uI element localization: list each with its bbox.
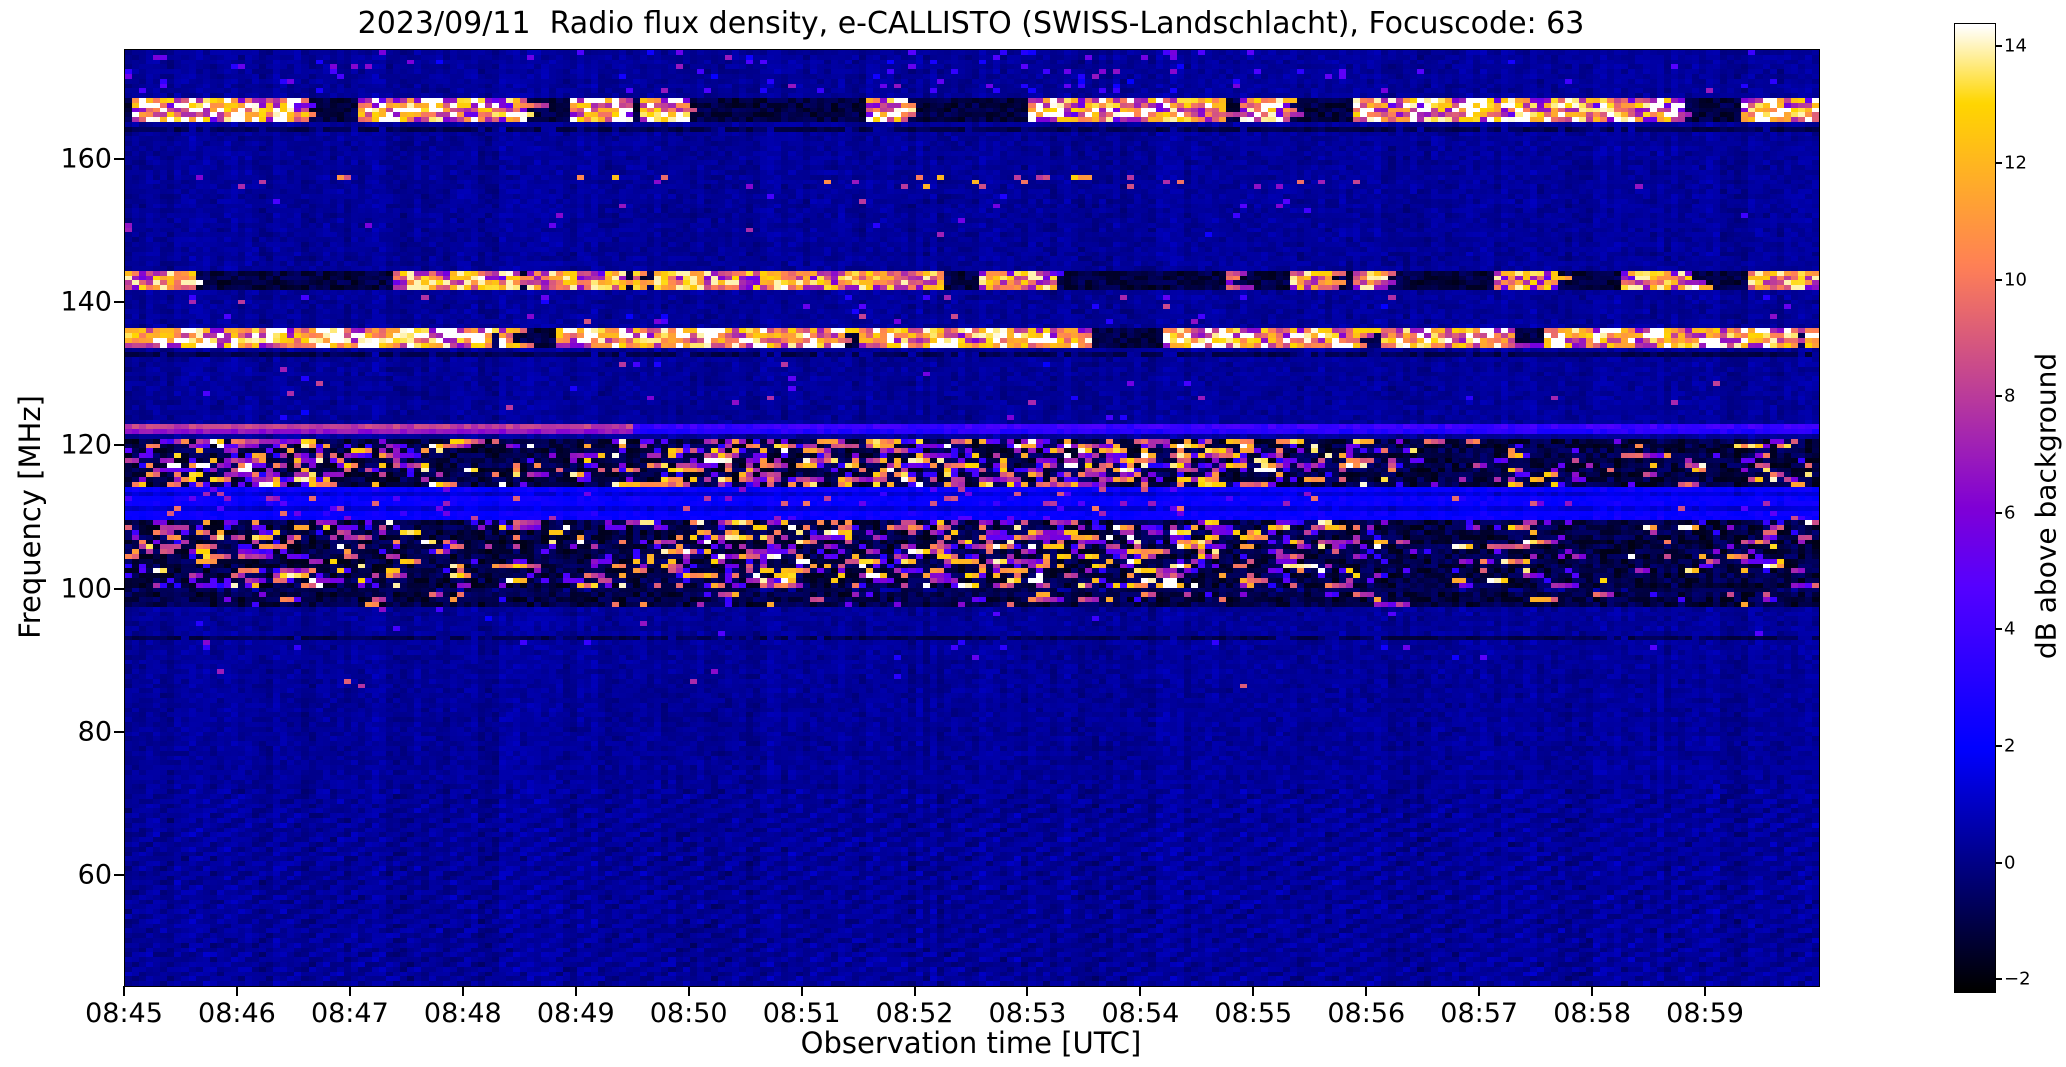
x-tick-label: 08:59: [1666, 998, 1744, 1029]
colorbar-tick-mark: [1995, 161, 2002, 164]
colorbar-canvas: [1955, 24, 1995, 992]
colorbar-tick-mark: [1995, 978, 2002, 981]
x-tick-label: 08:50: [649, 998, 728, 1029]
x-tick-mark: [1478, 986, 1481, 996]
x-tick-label: 08:51: [762, 998, 841, 1029]
y-tick-label: 80: [77, 716, 112, 748]
y-tick-label: 120: [60, 429, 112, 461]
x-tick-label: 08:46: [198, 998, 276, 1029]
x-tick-label: 08:49: [536, 998, 615, 1029]
chart-title: 2023/09/11 Radio flux density, e-CALLIST…: [357, 6, 1585, 41]
spectrogram-canvas: [125, 50, 1819, 986]
y-tick-mark: [114, 587, 124, 590]
y-tick-label: 140: [60, 286, 112, 318]
colorbar-tick-mark: [1995, 395, 2002, 398]
y-tick-mark: [114, 300, 124, 303]
colorbar-tick-label: 6: [2004, 502, 2016, 524]
y-tick-label: 160: [60, 143, 112, 175]
colorbar-tick-label: 2: [2004, 735, 2016, 757]
colorbar-tick-label: 12: [2004, 152, 2027, 174]
y-tick-mark: [114, 444, 124, 447]
colorbar-tick-mark: [1995, 278, 2002, 281]
colorbar: [1954, 23, 1996, 993]
colorbar-tick-mark: [1995, 628, 2002, 631]
x-tick-label: 08:54: [1101, 998, 1180, 1029]
x-tick-label: 08:53: [988, 998, 1067, 1029]
x-tick-label: 08:47: [310, 998, 389, 1029]
x-tick-label: 08:57: [1440, 998, 1519, 1029]
x-tick-mark: [123, 986, 125, 996]
y-tick-mark: [114, 731, 124, 733]
colorbar-tick-label: 0: [2004, 852, 2016, 874]
x-tick-mark: [800, 986, 803, 996]
y-tick-mark: [114, 157, 124, 160]
x-axis-label: Observation time [UTC]: [800, 1026, 1142, 1060]
x-tick-mark: [1252, 986, 1255, 996]
colorbar-tick-label: 14: [2004, 35, 2027, 57]
x-tick-label: 08:56: [1327, 998, 1406, 1029]
x-tick-mark: [687, 986, 690, 996]
x-tick-mark: [1704, 986, 1707, 996]
x-tick-mark: [1591, 986, 1594, 996]
x-tick-label: 08:58: [1553, 998, 1632, 1029]
x-tick-mark: [1139, 986, 1142, 996]
colorbar-tick-label: −2: [2004, 968, 2031, 990]
x-tick-label: 08:52: [875, 998, 954, 1029]
x-tick-mark: [574, 986, 577, 996]
plot-area: [124, 49, 1820, 987]
colorbar-tick-mark: [1995, 745, 2002, 748]
colorbar-tick-mark: [1995, 511, 2002, 514]
x-tick-label: 08:45: [85, 998, 163, 1029]
y-tick-mark: [114, 874, 124, 877]
x-tick-label: 08:55: [1214, 998, 1293, 1029]
colorbar-tick-label: 10: [2004, 269, 2027, 291]
x-tick-mark: [461, 986, 464, 996]
colorbar-tick-mark: [1995, 45, 2002, 48]
y-tick-label: 100: [60, 573, 112, 605]
colorbar-tick-mark: [1995, 861, 2002, 864]
x-tick-mark: [1026, 986, 1029, 996]
y-tick-label: 60: [77, 859, 112, 891]
x-tick-mark: [235, 986, 238, 996]
x-tick-label: 08:48: [423, 998, 502, 1029]
x-tick-mark: [913, 986, 916, 996]
colorbar-tick-label: 8: [2004, 385, 2016, 407]
colorbar-label: dB above background: [2029, 352, 2063, 660]
x-tick-mark: [348, 986, 351, 996]
colorbar-tick-label: 4: [2004, 618, 2016, 640]
x-tick-mark: [1365, 986, 1368, 996]
